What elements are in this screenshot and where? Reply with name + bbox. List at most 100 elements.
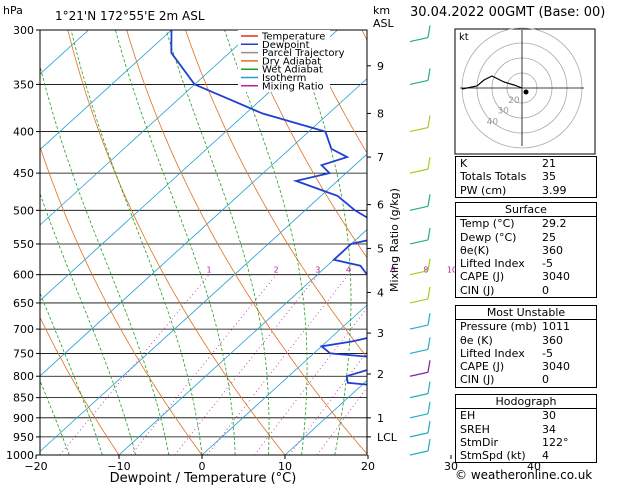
mixing-ratio-tick-label: 6 [390, 266, 395, 275]
surface-temp-row: Temp (°C) 29.2 [460, 217, 567, 231]
height-tick-label: LCL [377, 431, 398, 444]
mixing-ratio-line [316, 386, 367, 455]
temperature-tick-label: 10 [278, 460, 292, 473]
wind-barb [409, 168, 429, 174]
wind-barb [409, 205, 429, 211]
pressure-tick-label: 350 [13, 78, 34, 91]
mixing-ratio-tick-label: 8 [423, 266, 428, 275]
wet-adiabat-line [401, 30, 463, 455]
height-tick-label: 8 [377, 107, 384, 120]
wet-adiabat-line [224, 30, 308, 455]
isotherm-line [40, 30, 338, 301]
wet-adiabat-line [115, 30, 236, 455]
height-tick-label: 4 [377, 286, 384, 299]
wet-adiabat-line [40, 292, 103, 455]
totals-totals-row: Totals Totals 35 [456, 170, 596, 183]
isotherm-line [0, 30, 6, 455]
wind-barbs [409, 25, 431, 456]
isotherm-line [40, 30, 255, 226]
stmdir-row: StmDir 122° [460, 435, 569, 449]
k-index-row: K 21 [456, 157, 596, 170]
isotherm-line [40, 30, 172, 151]
pw-value: 3.99 [542, 183, 567, 197]
stmspd-row: StmSpd (kt) 4 [460, 449, 549, 463]
pressure-tick-label: 900 [13, 412, 34, 425]
mixing-ratio-tick-label: 3 [315, 266, 320, 275]
most-unstable-panel: Most Unstable Pressure (mb) 1011 θe (K) 36… [455, 305, 597, 388]
pressure-tick-label: 950 [13, 431, 34, 444]
pressure-tick-label: 300 [13, 24, 34, 37]
credit-label: © weatheronline.co.uk [455, 468, 593, 482]
wind-barb [409, 371, 429, 377]
pressure-tick-label: 850 [13, 392, 34, 405]
indices-panel: K 21 Totals Totals 35 PW (cm) 3.99 [455, 156, 597, 198]
hodograph-ring-label: 30 [497, 107, 509, 117]
hodograph-unit-label: kt [459, 32, 469, 43]
isotherm-line [40, 153, 367, 452]
mixing-ratio-line [130, 274, 277, 455]
temperature-tick-label: −10 [107, 460, 130, 473]
pressure-tick-label: 700 [13, 323, 34, 336]
sreh-row: SREH 34 [460, 422, 556, 436]
legend-entry: Temperature [261, 32, 325, 43]
x-axis-title: Dewpoint / Temperature (°C) [110, 471, 297, 486]
surface-cin-row: CIN (J) 0 [460, 283, 549, 297]
temperature-tick-label: −20 [24, 460, 47, 473]
location-label: 1°21'N 172°55'E 2m ASL [55, 9, 205, 23]
isotherm-line [118, 229, 367, 455]
surface-panel: Surface Temp (°C) 29.2 Dewp (°C) 25 θe(K) 3… [455, 202, 597, 299]
temperature-tick-label: 30 [444, 460, 458, 473]
mixing-ratio-line [288, 351, 367, 455]
pressure-tick-label: 400 [13, 126, 34, 139]
mu-theta-row: θe (K) 360 [460, 333, 563, 347]
temperature-tick-label: 20 [361, 460, 375, 473]
wind-barb [409, 450, 429, 456]
mu-cin-row: CIN (J) 0 [460, 373, 549, 387]
mixing-ratio-line [59, 274, 210, 455]
height-tick-label: 7 [377, 151, 384, 164]
isotherm-line [40, 78, 367, 377]
legend-entry: Wet Adiabat [262, 65, 323, 76]
wind-barb [409, 324, 429, 330]
mixing-ratio-tick-label: 2 [274, 266, 279, 275]
pw-row: PW (cm) 3.99 [456, 184, 596, 197]
wet-adiabat-line [291, 30, 352, 455]
legend-entry: Isotherm [262, 73, 306, 84]
legend-entry: Parcel Trajectory [262, 48, 345, 59]
wet-adiabat-line [40, 64, 170, 455]
wet-adiabat-line [165, 30, 270, 455]
mixing-ratio-axis-title: Mixing Ratio (g/kg) [388, 188, 401, 292]
wind-barb [409, 432, 429, 438]
surface-cape-row: CAPE (J) 3040 [460, 270, 570, 284]
pressure-tick-label: 550 [13, 238, 34, 251]
legend-entry: Mixing Ratio [262, 81, 324, 92]
pressure-tick-label: 500 [13, 204, 34, 217]
mixing-ratio-tick-label: 4 [346, 266, 351, 275]
pressure-tick-label: 450 [13, 167, 34, 180]
totals-totals-value: 35 [542, 170, 556, 184]
height-tick-label: 6 [377, 199, 384, 212]
mu-pressure-row: Pressure (mb) 1011 [460, 320, 570, 334]
pressure-tick-label: 600 [13, 269, 34, 282]
datetime-label: 30.04.2022 00GMT (Base: 00) [410, 5, 606, 20]
mixing-ratio-line [174, 274, 319, 455]
plot-frame [39, 29, 368, 456]
mu-li-row: Lifted Index -5 [460, 346, 553, 360]
hodograph-ring-label: 20 [508, 96, 520, 106]
wind-barb [409, 239, 429, 245]
wet-adiabat-line [40, 192, 136, 455]
asl-label: ASL [373, 17, 395, 30]
hodograph-stats-title: Hodograph [456, 395, 596, 410]
isotherm-line [617, 30, 629, 455]
height-tick-label: 1 [377, 412, 384, 425]
surface-title: Surface [456, 203, 596, 218]
dewpoint-line [170, 30, 367, 386]
height-tick-label: 9 [377, 60, 384, 73]
pressure-tick-label: 1000 [6, 449, 34, 462]
profile-lines [170, 30, 367, 386]
dry-adiabat-line [67, 30, 286, 455]
surface-dewp-row: Dewp (°C) 25 [460, 230, 556, 244]
